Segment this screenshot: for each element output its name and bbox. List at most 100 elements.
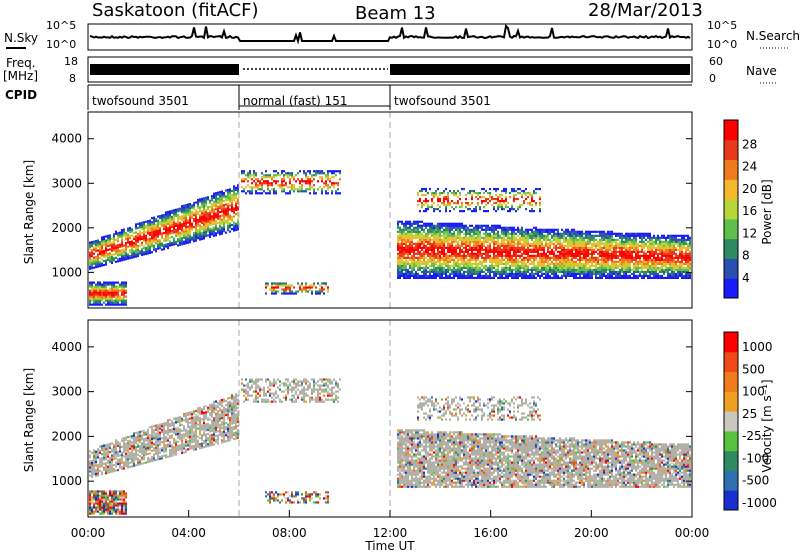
scatter-pixel [425,207,427,211]
scatter-pixel [409,228,411,231]
scatter-pixel [461,248,463,251]
scatter-pixel [467,252,469,255]
scatter-pixel [201,221,203,225]
scatter-pixel [339,192,341,195]
scatter-pixel [497,224,499,227]
scatter-pixel [605,244,607,247]
scatter-pixel [213,216,215,219]
scatter-pixel [549,264,551,267]
scatter-pixel [243,178,245,181]
scatter-pixel [287,186,289,189]
scatter-pixel [159,220,161,224]
scatter-pixel [119,249,121,252]
scatter-pixel [539,252,541,255]
scatter-pixel [527,270,529,274]
scatter-pixel [605,242,607,245]
scatter-pixel [493,276,495,280]
scatter-pixel [421,226,423,229]
scatter-pixel [181,233,183,236]
scatter-pixel [615,270,617,274]
scatter-pixel [225,197,227,200]
scatter-pixel [263,190,265,193]
scatter-pixel [621,248,623,251]
scatter-pixel [571,254,573,257]
scatter-pixel [501,254,503,257]
scatter-pixel [435,244,437,247]
scatter-pixel [195,237,197,240]
scatter-pixel [495,258,497,261]
scatter-pixel [657,262,659,265]
scatter-pixel [497,272,499,276]
scatter-pixel [433,264,435,267]
scatter-pixel [503,240,505,243]
scatter-pixel [557,234,559,237]
scatter-pixel [405,240,407,243]
scatter-pixel [445,262,447,265]
scatter-pixel [111,237,113,240]
scatter-pixel [503,272,505,276]
scatter-pixel [229,226,231,229]
scatter-pixel [193,203,195,207]
scatter-pixel [133,245,135,249]
scatter-pixel [531,256,533,259]
scatter-pixel [211,199,213,202]
scatter-pixel [479,254,481,257]
scatter-pixel [151,239,153,242]
scatter-pixel [441,266,443,269]
scatter-pixel [271,286,273,289]
scatter-pixel [643,240,645,243]
scatter-pixel [191,210,193,213]
scatter-pixel [545,272,547,276]
scatter-pixel [211,195,213,198]
scatter-pixel [231,197,233,201]
scatter-pixel [313,184,315,187]
scatter-pixel [569,262,571,265]
scatter-pixel [101,303,103,306]
scatter-pixel [513,248,515,251]
scatter-pixel [453,246,455,249]
scatter-pixel [581,268,583,271]
scatter-pixel [479,242,481,245]
scatter-pixel [481,195,483,199]
scatter-pixel [511,260,513,263]
scatter-pixel [191,206,193,209]
scatter-pixel [627,232,629,235]
scatter-pixel [609,270,611,274]
scatter-pixel [637,244,639,247]
scatter-pixel [217,211,219,214]
scatter-pixel [171,243,173,247]
scatter-pixel [407,228,409,231]
scatter-pixel [145,252,147,255]
scatter-pixel [575,236,577,239]
scatter-pixel [479,244,481,247]
scatter-pixel [237,218,239,221]
scatter-pixel [407,236,409,239]
scatter-pixel [641,260,643,263]
scatter-pixel [201,205,203,209]
scatter-pixel [469,244,471,247]
scatter-pixel [469,207,471,211]
scatter-pixel [135,247,137,250]
scatter-pixel [169,218,171,221]
scatter-pixel [189,235,191,238]
scatter-pixel [261,182,263,185]
scatter-pixel [581,258,583,261]
scatter-pixel [569,258,571,261]
scatter-pixel [157,241,159,244]
scatter-pixel [531,272,533,276]
scatter-pixel [105,247,107,250]
scatter-pixel [443,222,445,225]
scatter-pixel [105,239,107,242]
scatter-pixel [621,262,623,265]
scatter-pixel [543,266,545,269]
scatter-pixel [143,229,145,232]
scatter-pixel [143,251,145,254]
scatter-pixel [543,272,545,276]
scatter-pixel [445,252,447,255]
scatter-pixel [621,252,623,255]
scatter-pixel [249,176,251,179]
scatter-pixel [209,219,211,222]
scatter-pixel [427,191,429,195]
scatter-pixel [233,229,235,232]
scatter-pixel [565,274,567,278]
